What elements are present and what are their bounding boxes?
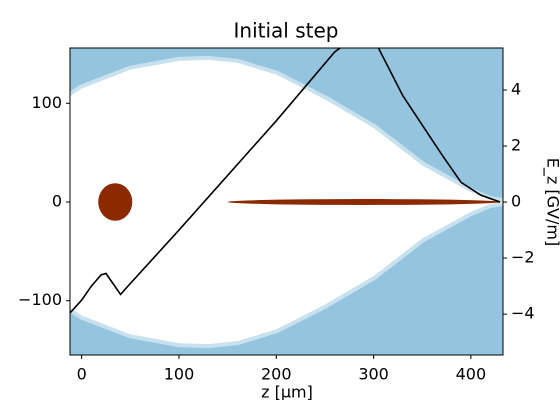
chart-title: Initial step <box>234 19 339 43</box>
particle-bunch <box>227 199 501 205</box>
plot-area <box>70 48 503 355</box>
particle-bunch <box>98 183 133 221</box>
x-tick-label: 100 <box>164 365 195 384</box>
y-tick-label: 100 <box>31 93 62 112</box>
x-tick-label: 400 <box>456 365 487 384</box>
y2-tick-label: 4 <box>511 80 521 99</box>
y-tick-label: −100 <box>18 290 62 309</box>
y2-tick-label: 0 <box>511 192 521 211</box>
ez-line <box>70 48 501 314</box>
x-tick-label: 300 <box>358 365 389 384</box>
y2-tick-label: −2 <box>511 248 535 267</box>
x-tick-label: 200 <box>261 365 292 384</box>
y-tick-label: 0 <box>52 191 62 210</box>
x-tick-label: 0 <box>77 365 87 384</box>
y2-tick-label: −4 <box>511 304 535 323</box>
y2-axis-label: E_z [GV/m] <box>543 158 560 246</box>
x-axis-label: z [μm] <box>261 383 313 400</box>
y2-tick-label: 2 <box>511 136 521 155</box>
